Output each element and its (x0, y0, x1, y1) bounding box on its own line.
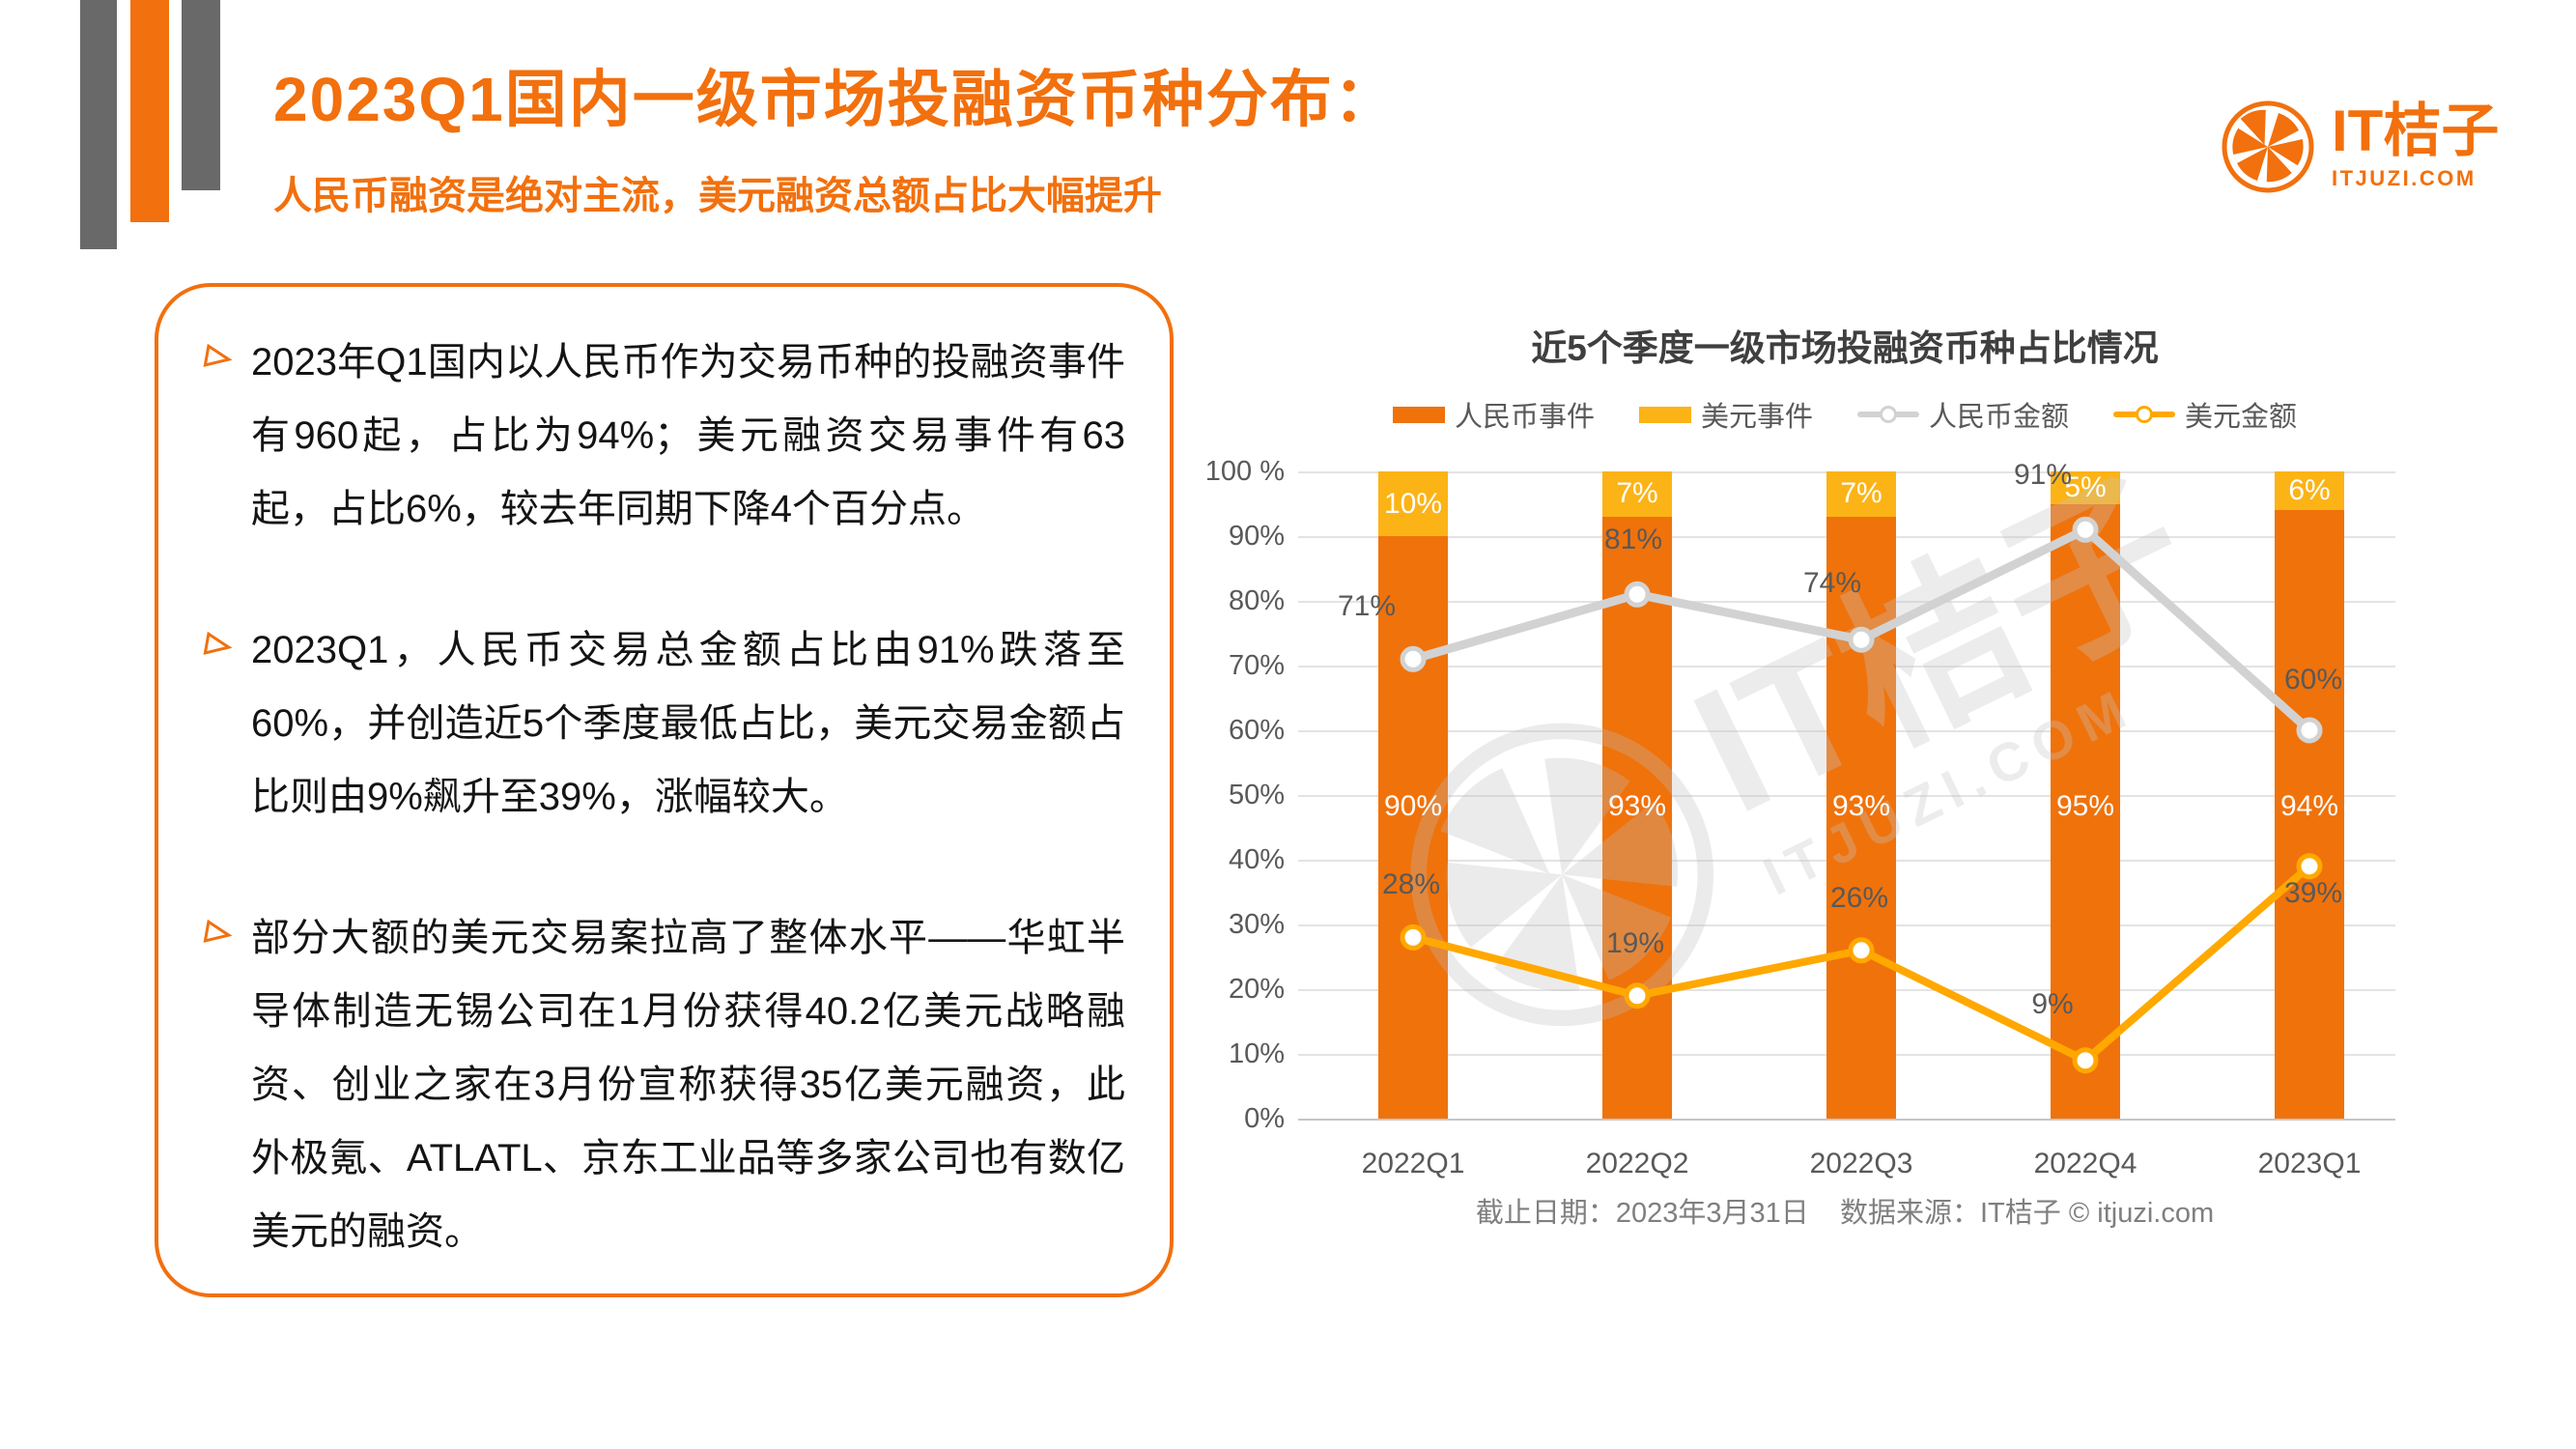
usd-amount-value-label: 19% (1605, 926, 1665, 959)
rmb-amount-value-label: 81% (1603, 524, 1663, 556)
decoration-bar-gray-2 (182, 0, 220, 190)
usd-events-value-label: 7% (1840, 477, 1882, 510)
chart-legend: 人民币事件 美元事件 人民币金额 美元金额 (1227, 394, 2463, 435)
legend-item: 人民币事件 (1392, 394, 1595, 435)
y-axis-tick-label: 70% (1228, 650, 1285, 681)
y-axis-tick-label: 100 % (1204, 456, 1285, 487)
usd-events-bar (2275, 471, 2344, 511)
decoration-bar-gray-1 (80, 0, 117, 249)
usd-amount-point (2296, 853, 2323, 880)
gridline (1298, 1119, 2395, 1121)
chart-card: 近5个季度一级市场投融资币种占比情况 人民币事件 美元事件 人民币金额 美元金额 IT… (1205, 319, 2463, 1251)
arrow-bullet-icon (203, 631, 232, 655)
bullet-text: 部分大额的美元交易案拉高了整体水平——华虹半导体制造无锡公司在1月份获得40.2… (251, 917, 1125, 1253)
page-title: 2023Q1国内一级市场投融资币种分布： (273, 65, 1398, 134)
rmb-amount-value-label: 74% (1802, 567, 1862, 600)
usd-amount-value-label: 39% (2283, 876, 2343, 909)
usd-amount-point (1400, 923, 1427, 951)
legend-label: 人民币金额 (1929, 402, 2070, 433)
rmb-events-value-label: 95% (2055, 789, 2115, 822)
x-axis-tick-label: 2022Q3 (1809, 1148, 1913, 1179)
notes-box: 2023年Q1国内以人民币作为交易币种的投融资事件有960起，占比为94%；美元… (155, 283, 1174, 1297)
usd-events-bar (1378, 471, 1448, 536)
legend-item: 美元金额 (2113, 394, 2297, 435)
rmb-events-value-label: 94% (2279, 789, 2339, 822)
logo-domain: ITJUZI.COM (2332, 166, 2477, 190)
legend-line-marker (1880, 406, 1897, 423)
decoration-bar-orange (130, 0, 169, 222)
usd-amount-value-label: 26% (1829, 881, 1889, 914)
rmb-amount-point (1624, 581, 1651, 608)
legend-item: 美元事件 (1638, 394, 1813, 435)
bullet-text: 2023Q1，人民币交易总金额占比由91%跌落至60%，并创造近5个季度最低占比… (251, 629, 1125, 818)
legend-bar-swatch (1392, 406, 1445, 423)
usd-amount-point (1624, 982, 1651, 1009)
usd-events-bar (1826, 471, 1896, 517)
rmb-events-value-label: 90% (1383, 789, 1443, 822)
logo-name: IT桔子 (2332, 99, 2500, 163)
usd-events-value-label: 6% (2288, 474, 2331, 507)
trend-lines (1400, 516, 2323, 1074)
legend-label: 美元事件 (1700, 402, 1813, 433)
arrow-bullet-icon (203, 919, 232, 943)
rmb-events-value-label: 93% (1831, 789, 1891, 822)
page-subtitle: 人民币融资是绝对主流，美元融资总额占比大幅提升 (273, 175, 1162, 217)
y-axis-tick-label: 80% (1228, 585, 1285, 616)
usd-events-bar (1602, 471, 1672, 517)
rmb-events-bar (2051, 503, 2120, 1119)
itjuzi-logo: IT桔子 ITJUZI.COM (2218, 97, 2499, 197)
rmb-amount-value-label: 71% (1337, 590, 1397, 623)
rmb-amount-point (1848, 626, 1875, 653)
usd-amount-value-label: 28% (1381, 868, 1441, 901)
bullet-item: 2023年Q1国内以人民币作为交易币种的投融资事件有960起，占比为94%；美元… (201, 326, 1125, 546)
rmb-amount-point (2072, 516, 2099, 543)
legend-line-swatch (2113, 406, 2176, 423)
chart-plot-area: IT桔子 ITJUZI.COM 100 % 90% 80% 70% 60% 50% 40% 3… (1205, 446, 2395, 1179)
x-axis-tick-label: 2023Q1 (2257, 1148, 2362, 1179)
legend-label: 人民币事件 (1454, 402, 1595, 433)
rmb-events-bar (1826, 516, 1896, 1119)
x-axis-tick-label: 2022Q4 (2033, 1148, 2137, 1179)
arrow-bullet-icon (203, 343, 232, 367)
rmb-amount-value-label: 91% (2013, 459, 2073, 492)
usd-events-bar (2051, 471, 2120, 504)
usd-amount-point (2072, 1047, 2099, 1074)
usd-events-value-label: 10% (1383, 487, 1443, 520)
usd-amount-point (1848, 937, 1875, 964)
usd-events-value-label: 7% (1616, 477, 1658, 510)
y-axis-tick-label: 90% (1228, 521, 1285, 552)
usd-amount-value-label: 9% (2031, 987, 2074, 1020)
y-axis-tick-label: 30% (1228, 909, 1285, 940)
rmb-amount-point (1400, 645, 1427, 672)
x-axis-tick-label: 2022Q1 (1361, 1148, 1465, 1179)
orange-slice-icon (2218, 97, 2318, 197)
y-axis-tick-label: 20% (1228, 974, 1285, 1005)
y-axis-tick-label: 40% (1228, 844, 1285, 875)
legend-line-marker (2136, 406, 2154, 423)
legend-item: 人民币金额 (1857, 394, 2069, 435)
y-axis-tick-label: 60% (1228, 715, 1285, 746)
legend-bar-swatch (1638, 406, 1691, 423)
rmb-events-value-label: 93% (1607, 789, 1667, 822)
legend-line-swatch (1857, 406, 1919, 423)
rmb-amount-value-label: 60% (2283, 664, 2343, 696)
bullet-item: 部分大额的美元交易案拉高了整体水平——华虹半导体制造无锡公司在1月份获得40.2… (201, 901, 1125, 1268)
bullet-item: 2023Q1，人民币交易总金额占比由91%跌落至60%，并创造近5个季度最低占比… (201, 613, 1125, 834)
x-axis-tick-label: 2022Q2 (1585, 1148, 1689, 1179)
rmb-amount-point (2296, 717, 2323, 744)
usd-events-value-label: 5% (2064, 470, 2107, 503)
y-axis-tick-label: 10% (1228, 1038, 1285, 1069)
legend-label: 美元金额 (2185, 402, 2298, 433)
chart-footnote: 截止日期：2023年3月31日 数据来源：IT桔子 © itjuzi.com (1475, 1198, 2215, 1229)
y-axis-tick-label: 50% (1228, 780, 1285, 810)
rmb-events-bar (2275, 510, 2344, 1119)
y-axis-tick-label: 0% (1244, 1103, 1285, 1134)
chart-title: 近5个季度一级市场投融资币种占比情况 (1531, 328, 2159, 368)
bullet-text: 2023年Q1国内以人民币作为交易币种的投融资事件有960起，占比为94%；美元… (251, 341, 1125, 530)
